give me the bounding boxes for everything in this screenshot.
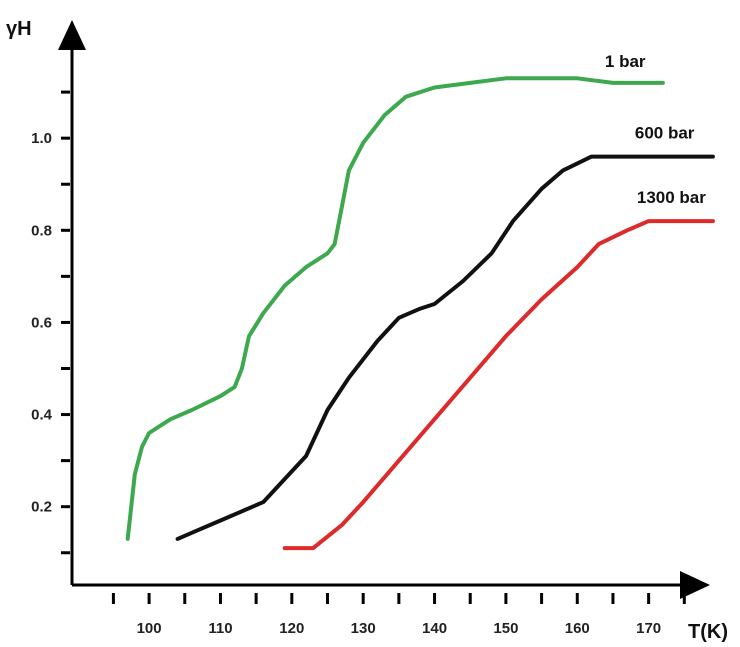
x-tick-label: 130 [351, 620, 376, 637]
series-group [125, 76, 715, 551]
series-label-1: 1 bar [605, 52, 646, 71]
x-axis-title: T(K) [688, 621, 728, 643]
x-tick-label: 150 [493, 620, 518, 637]
y-tick-label: 0.8 [31, 222, 52, 239]
labels: γH T(K) 1 bar 600 bar 1300 bar [6, 18, 728, 643]
x-tick-label: 100 [137, 620, 162, 637]
x-axis-arrow [680, 571, 710, 599]
x-tick-label: 160 [565, 620, 590, 637]
y-tick-label: 0.6 [31, 314, 52, 331]
series-label-3: 1300 bar [637, 188, 706, 207]
x-tick-label: 140 [422, 620, 447, 637]
ticks: 100 110 120 130 140 150 160 170 0.2 0.4 0.6 0.8 1.0 [31, 44, 686, 637]
series-line-1 [125, 76, 665, 541]
y-axis-arrow [58, 20, 86, 50]
axes [58, 20, 710, 599]
x-tick-label: 110 [208, 620, 232, 637]
x-tick-label: 120 [279, 620, 304, 637]
series-line-2 [175, 154, 715, 541]
y-tick-label: 0.2 [31, 499, 52, 516]
y-tick-label: 0.4 [31, 407, 53, 424]
x-tick-label: 170 [636, 620, 661, 637]
series-line-3 [282, 219, 715, 551]
y-axis-title: γH [6, 18, 32, 40]
y-tick-label: 1.0 [31, 130, 52, 147]
series-label-2: 600 bar [635, 124, 695, 143]
